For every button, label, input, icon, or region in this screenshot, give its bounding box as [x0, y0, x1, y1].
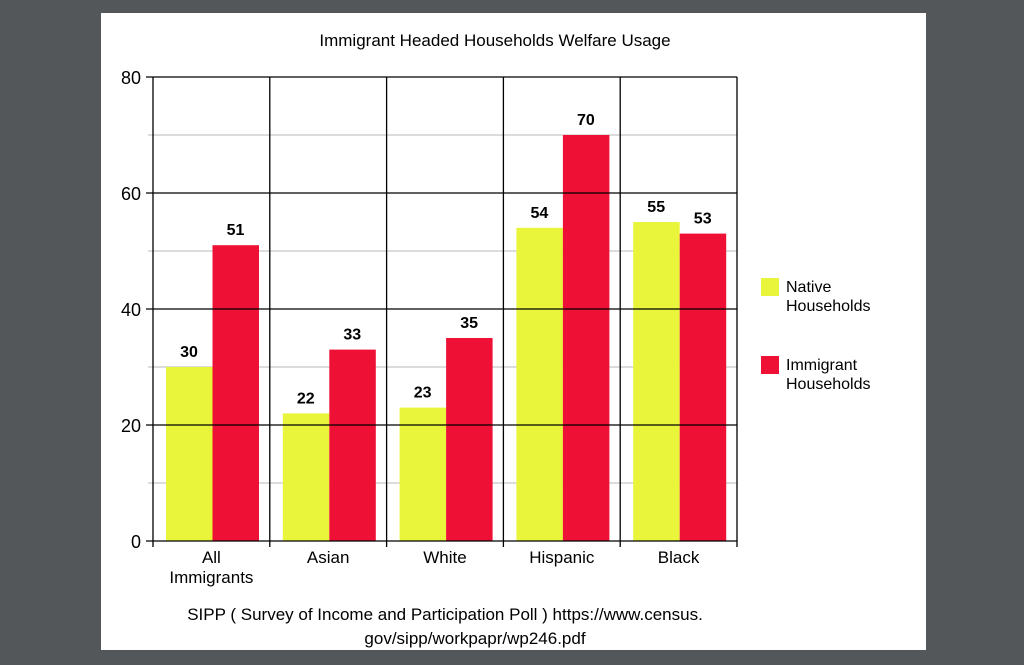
legend-swatch [761, 278, 779, 296]
y-tick-label: 0 [131, 532, 141, 552]
y-tick-label: 80 [121, 68, 141, 88]
bar-native-households [399, 407, 447, 541]
y-tick-label: 40 [121, 300, 141, 320]
y-tick-label: 60 [121, 184, 141, 204]
chart-caption: gov/sipp/workpapr/wp246.pdf [364, 629, 585, 648]
bar-immigrant-households [679, 233, 727, 541]
bar-immigrant-households [562, 135, 610, 541]
x-tick-label: Black [658, 548, 700, 567]
legend-label: Immigrant [786, 357, 858, 374]
data-label: 70 [577, 112, 595, 129]
bar-immigrant-households [212, 245, 259, 541]
data-label: 51 [227, 222, 245, 239]
x-tick-label: Hispanic [529, 548, 595, 567]
legend-swatch [761, 356, 779, 374]
chart-title: Immigrant Headed Households Welfare Usag… [319, 31, 670, 50]
bar-immigrant-households [446, 338, 493, 541]
x-tick-label: White [423, 548, 466, 567]
legend-label: Native [786, 279, 831, 296]
data-label: 23 [414, 385, 432, 402]
bar-native-households [516, 227, 563, 542]
chart-page: Immigrant Headed Households Welfare Usag… [101, 13, 926, 650]
chart-caption: SIPP ( Survey of Income and Participatio… [187, 605, 703, 624]
data-label: 35 [460, 315, 478, 332]
bar-native-households [633, 222, 680, 541]
data-label: 53 [694, 211, 712, 228]
x-tick-label: All [202, 548, 221, 567]
bar-native-households [166, 367, 213, 541]
data-label: 22 [297, 390, 315, 407]
bar-immigrant-households [329, 349, 376, 541]
data-label: 54 [531, 205, 549, 222]
data-label: 33 [343, 327, 361, 344]
x-tick-label: Asian [307, 548, 350, 567]
data-label: 30 [180, 344, 198, 361]
bar-native-households [282, 413, 330, 541]
legend-label: Households [786, 376, 871, 393]
y-tick-label: 20 [121, 416, 141, 436]
x-tick-label: Immigrants [169, 568, 253, 587]
bar-chart: Immigrant Headed Households Welfare Usag… [121, 31, 871, 648]
data-label: 55 [647, 199, 665, 216]
legend-label: Households [786, 298, 871, 315]
